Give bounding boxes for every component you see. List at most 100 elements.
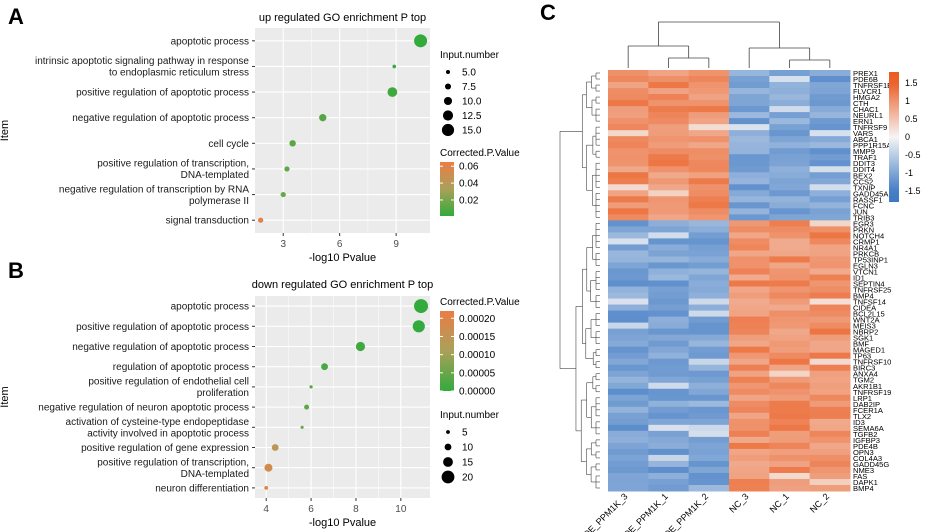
row-label-gene: NEURL1 <box>853 111 883 120</box>
row-label-gene: COL4A3 <box>853 454 882 463</box>
heatmap-cell <box>608 124 649 131</box>
row-label-gene: EGR3 <box>853 219 874 228</box>
heatmap-cell <box>608 466 649 474</box>
heatmap-cell <box>608 142 649 149</box>
y-tick-label: regulation of apoptotic process <box>113 362 249 373</box>
heatmap-cell <box>729 382 770 390</box>
heatmap-cell <box>648 412 690 420</box>
heatmap-cell <box>688 400 730 408</box>
heatmap-cell <box>608 136 649 143</box>
heatmap-cell <box>688 430 730 438</box>
heatmap-cell <box>729 280 770 288</box>
heatmap-cell <box>608 478 649 486</box>
color-legend-label: 0.00005 <box>459 368 496 379</box>
heatmap-cell <box>648 304 690 312</box>
row-label-gene: GADD45A <box>853 189 889 198</box>
heatmap-cell <box>608 148 649 155</box>
heatmap-cell <box>608 382 649 390</box>
heatmap-cell <box>688 352 730 360</box>
data-point <box>355 341 366 352</box>
heatmap-cell <box>648 154 690 161</box>
heatmap-cell <box>688 376 730 384</box>
row-label-gene: ID3 <box>853 418 865 427</box>
data-point <box>319 114 327 122</box>
heatmap-cell <box>809 316 851 324</box>
heatmap-cell <box>648 76 690 83</box>
row-label-gene: BMP4 <box>853 484 874 493</box>
heatmap-cell <box>729 406 770 414</box>
plot-panel <box>255 28 430 233</box>
heatmap-cell <box>729 466 770 474</box>
heatmap-cell <box>648 310 690 318</box>
heatmap-cell <box>809 100 851 107</box>
size-legend-label: 10 <box>462 443 474 454</box>
row-label-gene: TNFRSF10 <box>853 358 891 367</box>
heatmap-cell <box>608 166 649 173</box>
heatmap-cell <box>769 238 811 245</box>
data-point <box>387 87 398 97</box>
heatmap-cell <box>769 202 811 209</box>
y-tick-label: cell cycle <box>208 139 249 150</box>
heatmap-cell <box>769 70 811 77</box>
heatmap-cell <box>729 142 770 149</box>
row-label-gene: TNFRSF9 <box>853 123 887 132</box>
heatmap-cell <box>688 82 730 89</box>
heatmap-cell <box>729 190 770 197</box>
heatmap-cell <box>648 454 690 462</box>
heatmap-cell <box>688 118 730 125</box>
heatmap-cell <box>688 106 730 113</box>
heatmap-cell <box>688 292 730 300</box>
row-label-gene: MMP9 <box>853 147 875 156</box>
heatmap-cell <box>648 340 690 348</box>
heatmap-cell <box>769 424 811 432</box>
row-label-gene: TRIB3 <box>853 213 875 222</box>
heatmap-cell <box>769 376 811 384</box>
heatmap-cell <box>769 280 811 288</box>
heatmap-cell <box>769 340 811 348</box>
heatmap-cell <box>729 172 770 179</box>
data-point <box>321 363 328 371</box>
heatmap-cell <box>608 430 649 438</box>
heatmap-cell <box>688 178 730 185</box>
heatmap-cell <box>608 274 649 281</box>
heatmap-cell <box>809 328 851 336</box>
heatmap-cell <box>809 160 851 167</box>
heatmap-cell <box>729 472 770 480</box>
heatmap-cell <box>688 424 730 432</box>
size-legend-key <box>444 83 452 90</box>
heatmap-cell <box>769 472 811 480</box>
heatmap-cell <box>729 298 770 306</box>
heatmap-cell <box>648 226 690 233</box>
heatmap-cell <box>769 88 811 95</box>
heatmap-cell <box>769 118 811 125</box>
heatmap-cell <box>769 256 811 263</box>
heatmap-cell <box>769 184 811 191</box>
heatmap-cell <box>688 226 730 233</box>
heatmap-cell <box>688 484 730 492</box>
heatmap-cell <box>648 160 690 167</box>
heatmap-cell <box>729 268 770 275</box>
heatmap-cell <box>809 466 851 474</box>
heatmap-cell <box>608 172 649 179</box>
heatmap-cell <box>648 262 690 269</box>
heatmap-cell <box>769 232 811 239</box>
heatmap-cell <box>769 412 811 420</box>
heatmap-cell <box>688 328 730 336</box>
heatmap-cell <box>688 244 730 251</box>
heatmap-cell <box>809 220 851 227</box>
size-legend-key <box>441 123 455 137</box>
heatmap-cell <box>648 424 690 432</box>
heatmap-cell <box>608 76 649 83</box>
heatmap-cell <box>608 394 649 402</box>
heatmap-cell <box>648 214 690 221</box>
heatmap-cell <box>729 310 770 318</box>
size-legend-key <box>445 69 451 75</box>
heatmap-cell <box>809 166 851 173</box>
heatmap-cell <box>608 268 649 275</box>
row-label-gene: TGM2 <box>853 376 874 385</box>
heatmap-cell <box>809 244 851 251</box>
heatmap-cell <box>608 346 649 354</box>
heatmap-cell <box>729 196 770 203</box>
heatmap-cell <box>648 370 690 378</box>
